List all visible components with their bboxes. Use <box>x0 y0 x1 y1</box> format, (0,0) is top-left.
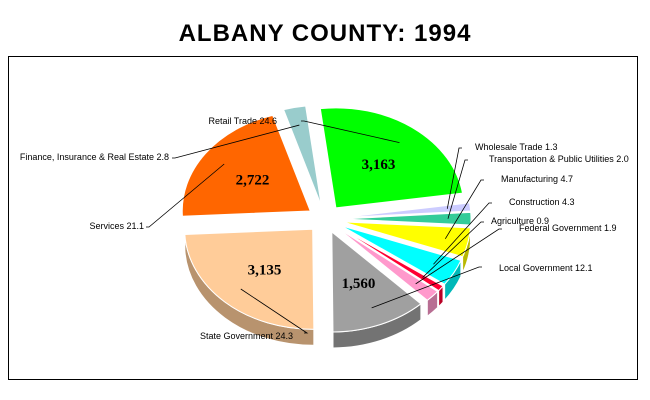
slice-label-manufacturing: Manufacturing 4.7 <box>501 174 573 184</box>
slice-label-wholesale-trade: Wholesale Trade 1.3 <box>475 142 558 152</box>
slice-label-federal-government: Federal Government 1.9 <box>519 223 617 233</box>
leader-line-wholesale-trade <box>446 147 462 209</box>
pie-chart: 3,163 1,560 3,135 2,722 Retail Trade 24.6 Who… <box>20 105 629 349</box>
pie-slice-manufacturing <box>342 221 471 258</box>
slice-value-retail-trade: 3,163 <box>362 157 396 173</box>
slice-label-services: Services 21.1 <box>89 221 144 231</box>
leader-line-manufacturing <box>444 179 484 240</box>
pie-slice-services <box>181 114 311 217</box>
leader-line-state-government <box>240 288 309 334</box>
leader-line-local-government <box>371 266 482 309</box>
slice-label-finance-insurance-real-estate: Finance, Insurance & Real Estate 2.8 <box>20 152 169 162</box>
leader-line-agriculture <box>422 221 484 278</box>
slice-label-construction: Construction 4.3 <box>509 197 575 207</box>
leader-line-finance-insurance-real-estate <box>172 124 300 159</box>
slice-label-retail-trade: Retail Trade 24.6 <box>208 116 277 126</box>
leader-line-transportation-public-utilities <box>447 159 468 219</box>
pie-slice-wholesale-trade <box>342 202 472 219</box>
chart-frame: 3,163 1,560 3,135 2,722 Retail Trade 24.6 Who… <box>8 56 638 380</box>
leader-line-construction <box>433 202 492 265</box>
pie-slice-state-government <box>184 228 315 330</box>
chart-title: ALBANY COUNTY: 1994 <box>178 20 472 47</box>
slice-label-transportation-public-utilities: Transportation & Public Utilities 2.0 <box>489 154 629 164</box>
slice-value-services: 2,722 <box>236 172 270 188</box>
leader-line-services <box>146 163 225 228</box>
slice-value-local-government: 1,560 <box>342 276 376 292</box>
slice-label-state-government: State Government 24.3 <box>200 331 293 341</box>
leader-line-federal-government <box>415 228 502 285</box>
leader-line-retail-trade <box>301 120 400 143</box>
pie-slice-federal-government <box>337 228 439 301</box>
pie-slice-local-government <box>331 230 422 333</box>
pie-slice-transportation-public-utilities <box>342 211 472 226</box>
slice-label-local-government: Local Government 12.1 <box>499 263 593 273</box>
pie-slice-finance-insurance-real-estate <box>282 105 322 206</box>
slice-value-state-government: 3,135 <box>248 262 282 278</box>
slice-label-agriculture: Agriculture 0.9 <box>491 216 549 226</box>
pie-slice-agriculture <box>339 227 444 292</box>
